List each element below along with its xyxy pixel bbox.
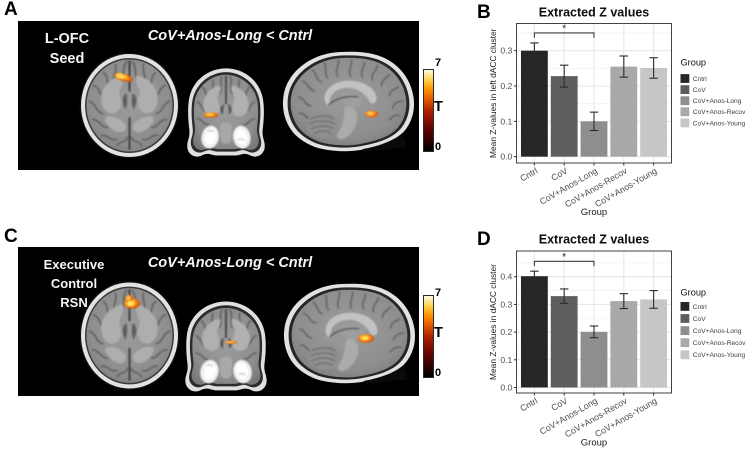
y-tick-label: 0.2 — [500, 81, 512, 91]
legend-label: CoV+Anos-Young — [693, 352, 746, 359]
significance-star: * — [562, 251, 566, 263]
x-tick-label: CoV — [549, 396, 569, 413]
panel-a-letter: A — [4, 0, 18, 20]
panel-c-colorbar-unit: T — [434, 325, 443, 341]
y-tick-label: 0.0 — [500, 382, 512, 392]
legend-key — [680, 107, 690, 117]
bar-CoV+Anos-Young — [640, 67, 668, 157]
panel-a-colorbar-min: 0 — [435, 141, 442, 153]
bar-Cntrl — [520, 276, 548, 388]
x-axis-title: Group — [581, 207, 607, 218]
panel-c-colorbar-min: 0 — [435, 367, 442, 379]
panel-a-colorbar-max: 7 — [435, 57, 442, 69]
legend-label: CoV — [693, 316, 706, 323]
y-tick-label: 0.2 — [500, 327, 512, 337]
panel-c-seed-label: Executive Control RSN — [43, 257, 105, 310]
legend-label: CoV — [693, 87, 706, 94]
legend-label: CoV+Anos-Recov — [693, 340, 746, 347]
bar-CoV+Anos-Young — [640, 299, 668, 388]
bar-CoV — [550, 76, 578, 157]
panel-a-seed-label: L-OFC Seed — [44, 31, 90, 67]
bar-Cntrl — [520, 50, 548, 157]
x-tick-label: Cntrl — [518, 166, 539, 184]
coronal-slice-image — [185, 302, 266, 392]
legend-key — [680, 85, 690, 94]
legend-key — [680, 118, 690, 128]
significance-bracket — [533, 32, 595, 38]
legend-label: CoV+Anos-Long — [693, 98, 742, 105]
panel-a-brain-image: L-OFC Seed CoV+Anos-Long < Cntrl — [18, 21, 419, 170]
bar-CoV+Anos-Long — [580, 331, 608, 388]
chart-title: Extracted Z values — [539, 233, 650, 247]
legend-title: Group — [681, 288, 707, 298]
significance-bracket — [533, 260, 595, 267]
y-tick-label: 0.3 — [500, 46, 512, 56]
y-tick-label: 0.1 — [500, 116, 512, 126]
coronal-slice-image — [187, 68, 265, 156]
legend-label: Cntrl — [693, 76, 707, 83]
significance-star: * — [562, 22, 566, 34]
legend-key — [680, 74, 690, 83]
legend-key — [680, 314, 690, 323]
panel-c-colorbar-max: 7 — [435, 287, 442, 299]
sagittal-slice-image — [283, 52, 414, 152]
y-tick-label: 0.4 — [500, 272, 512, 282]
bar-CoV+Anos-Recov — [610, 66, 638, 157]
legend-key — [680, 326, 690, 335]
activation-blobs-c — [124, 294, 374, 345]
x-tick-label: CoV — [549, 166, 569, 183]
x-axis-title: Group — [581, 438, 607, 449]
activation-blobs-a — [114, 73, 378, 118]
panel-b-bar-chart: * 0.0 0.1 0.2 0.3 Cntrl CoV CoV+Anos-Long CoV+An… — [488, 6, 746, 219]
y-axis-title: Mean Z-values in dACC cluster — [488, 264, 498, 380]
y-tick-label: 0.1 — [500, 355, 512, 365]
legend-key — [680, 302, 690, 311]
panel-a-brain-montage — [18, 21, 419, 170]
y-tick-label: 0.0 — [500, 152, 512, 162]
legend-label: CoV+Anos-Long — [693, 328, 742, 335]
panel-a-colorbar — [423, 69, 434, 152]
panel-d-bar-chart: * 0.0 0.1 0.2 0.3 0.4 Cntrl CoV CoV+Anos-Long CoV… — [488, 233, 746, 449]
panel-c-brain-montage — [18, 247, 419, 396]
chart-title: Extracted Z values — [539, 6, 650, 20]
legend-key — [680, 338, 690, 348]
sagittal-slice-image — [284, 284, 415, 384]
panel-b-letter: B — [477, 2, 491, 23]
x-tick-label: Cntrl — [518, 396, 539, 414]
legend-label: CoV+Anos-Young — [693, 120, 746, 127]
legend-label: Cntrl — [693, 304, 707, 311]
legend-key — [680, 350, 690, 360]
legend-title: Group — [681, 58, 707, 68]
legend-label: CoV+Anos-Recov — [693, 109, 746, 116]
panel-d-letter: D — [477, 229, 491, 250]
bar-CoV+Anos-Recov — [610, 301, 638, 388]
panel-c-brain-image: Executive Control RSN CoV+Anos-Long < Cn… — [18, 247, 419, 396]
panel-c-letter: C — [4, 226, 18, 247]
y-axis-title: Mean Z-values in left dACC cluster — [488, 28, 498, 158]
panel-c-contrast-title: CoV+Anos-Long < Cntrl — [147, 255, 313, 271]
panel-a-contrast-title: CoV+Anos-Long < Cntrl — [147, 28, 313, 44]
legend-key — [680, 96, 690, 106]
y-tick-label: 0.3 — [500, 299, 512, 309]
panel-a-colorbar-unit: T — [434, 99, 443, 115]
panel-c-colorbar — [423, 295, 434, 378]
bar-CoV — [550, 296, 578, 388]
